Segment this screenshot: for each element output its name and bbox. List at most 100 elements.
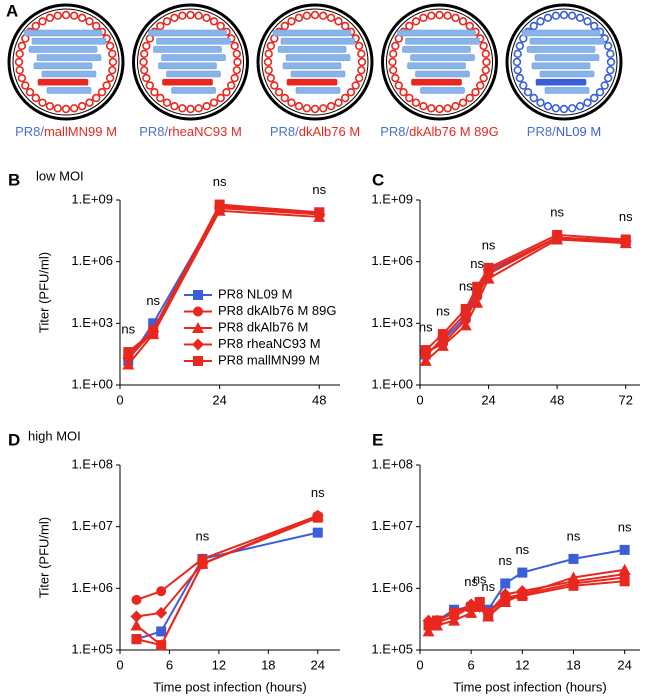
m1-protein — [334, 17, 343, 26]
m1-protein — [357, 49, 366, 59]
m1-protein — [209, 98, 219, 107]
m1-protein — [451, 101, 460, 111]
m1-protein — [435, 104, 444, 114]
m1-protein — [287, 98, 296, 107]
m1-protein — [232, 65, 241, 75]
m1-protein — [230, 73, 239, 83]
m1-protein — [216, 21, 225, 31]
series-line — [425, 238, 626, 362]
m1-protein — [294, 101, 304, 111]
m1-protein — [551, 104, 561, 113]
m1-protein — [482, 57, 491, 67]
marker — [197, 558, 208, 569]
m1-protein — [102, 81, 111, 90]
marker — [568, 553, 579, 564]
envelope-inner — [12, 8, 120, 116]
m1-protein — [346, 88, 356, 97]
rnp-segment — [534, 54, 600, 61]
m1-protein — [145, 81, 154, 90]
m1-protein — [479, 41, 488, 51]
m1-protein — [419, 101, 428, 111]
m1-protein — [559, 104, 569, 114]
legend-label: PR8 NL09 M — [218, 286, 292, 301]
m1-protein — [162, 17, 172, 26]
m1-protein — [334, 98, 343, 107]
marker — [500, 578, 511, 589]
y-tick-label: 1.E+07 — [371, 518, 413, 533]
annotation: ns — [121, 322, 135, 337]
m1-protein — [590, 93, 599, 103]
marker — [192, 322, 204, 333]
x-tick-label: 24 — [212, 392, 226, 407]
m1-protein — [186, 10, 195, 20]
marker — [130, 619, 143, 631]
m1-protein — [310, 104, 320, 114]
virus-label: PR8/dkAlb76 M — [270, 124, 360, 139]
envelope-inner — [261, 8, 369, 116]
m1-protein — [142, 73, 151, 83]
m1-protein — [435, 10, 444, 20]
m1-protein — [108, 57, 118, 67]
virus-schematic — [505, 3, 623, 121]
m1-protein — [567, 11, 577, 20]
rnp-segment — [282, 62, 342, 70]
marker — [517, 567, 528, 578]
rnp-segment — [166, 70, 221, 78]
m1-protein — [357, 65, 366, 75]
m1-protein — [150, 88, 159, 97]
x-tick-label: 24 — [481, 392, 495, 407]
m1-protein — [105, 41, 115, 51]
m1-protein — [178, 11, 187, 20]
marker — [483, 611, 494, 622]
m1-protein — [559, 10, 569, 20]
marker — [130, 610, 143, 623]
rnp-segment — [397, 29, 476, 37]
rnp-segment — [544, 87, 590, 94]
envelope — [256, 3, 374, 121]
x-tick-label: 18 — [566, 657, 580, 672]
m1-protein — [523, 88, 533, 97]
m1-protein — [529, 21, 538, 31]
m1-protein — [61, 10, 71, 20]
m1-protein — [38, 98, 47, 107]
y-axis-title: Titer (PFU/ml) — [36, 252, 51, 333]
m1-protein — [270, 81, 279, 90]
marker — [471, 296, 484, 308]
m1-protein — [389, 65, 398, 75]
m1-protein — [69, 11, 79, 20]
m1-protein — [529, 93, 538, 103]
x-tick-label: 24 — [617, 657, 631, 672]
marker — [466, 601, 477, 612]
panel-letter: A — [6, 1, 18, 20]
m1-protein — [85, 17, 94, 26]
legend-label: PR8 dkAlb76 M — [218, 319, 308, 334]
rnp-segment — [531, 62, 591, 70]
panel-letter: C — [372, 170, 384, 189]
m1-protein — [142, 41, 151, 51]
m1-protein — [105, 73, 115, 83]
annotation: ns — [567, 528, 581, 543]
m1-protein — [280, 21, 289, 31]
marker — [156, 626, 167, 637]
legend-label: PR8 mallMN99 M — [218, 352, 320, 367]
m1-protein — [310, 10, 320, 20]
x-tick-label: 48 — [312, 392, 326, 407]
legend-label: PR8 rheaNC93 M — [218, 336, 321, 351]
rnp-segment — [420, 87, 465, 94]
annotation: ns — [312, 182, 326, 197]
m1-protein — [77, 13, 87, 23]
rnp-segment — [277, 46, 347, 53]
panel-letter: B — [8, 170, 20, 189]
m1-protein — [513, 49, 522, 59]
rnp-segment — [156, 37, 231, 45]
annotation: ns — [459, 278, 473, 293]
x-tick-label: 12 — [212, 657, 226, 672]
virus-label: PR8/mallMN99 M — [15, 124, 117, 139]
m1-protein — [92, 93, 101, 103]
rnp-segment — [28, 46, 98, 53]
m1-protein — [230, 41, 239, 51]
marker — [214, 199, 225, 210]
m1-protein — [471, 88, 480, 97]
marker — [619, 544, 630, 555]
